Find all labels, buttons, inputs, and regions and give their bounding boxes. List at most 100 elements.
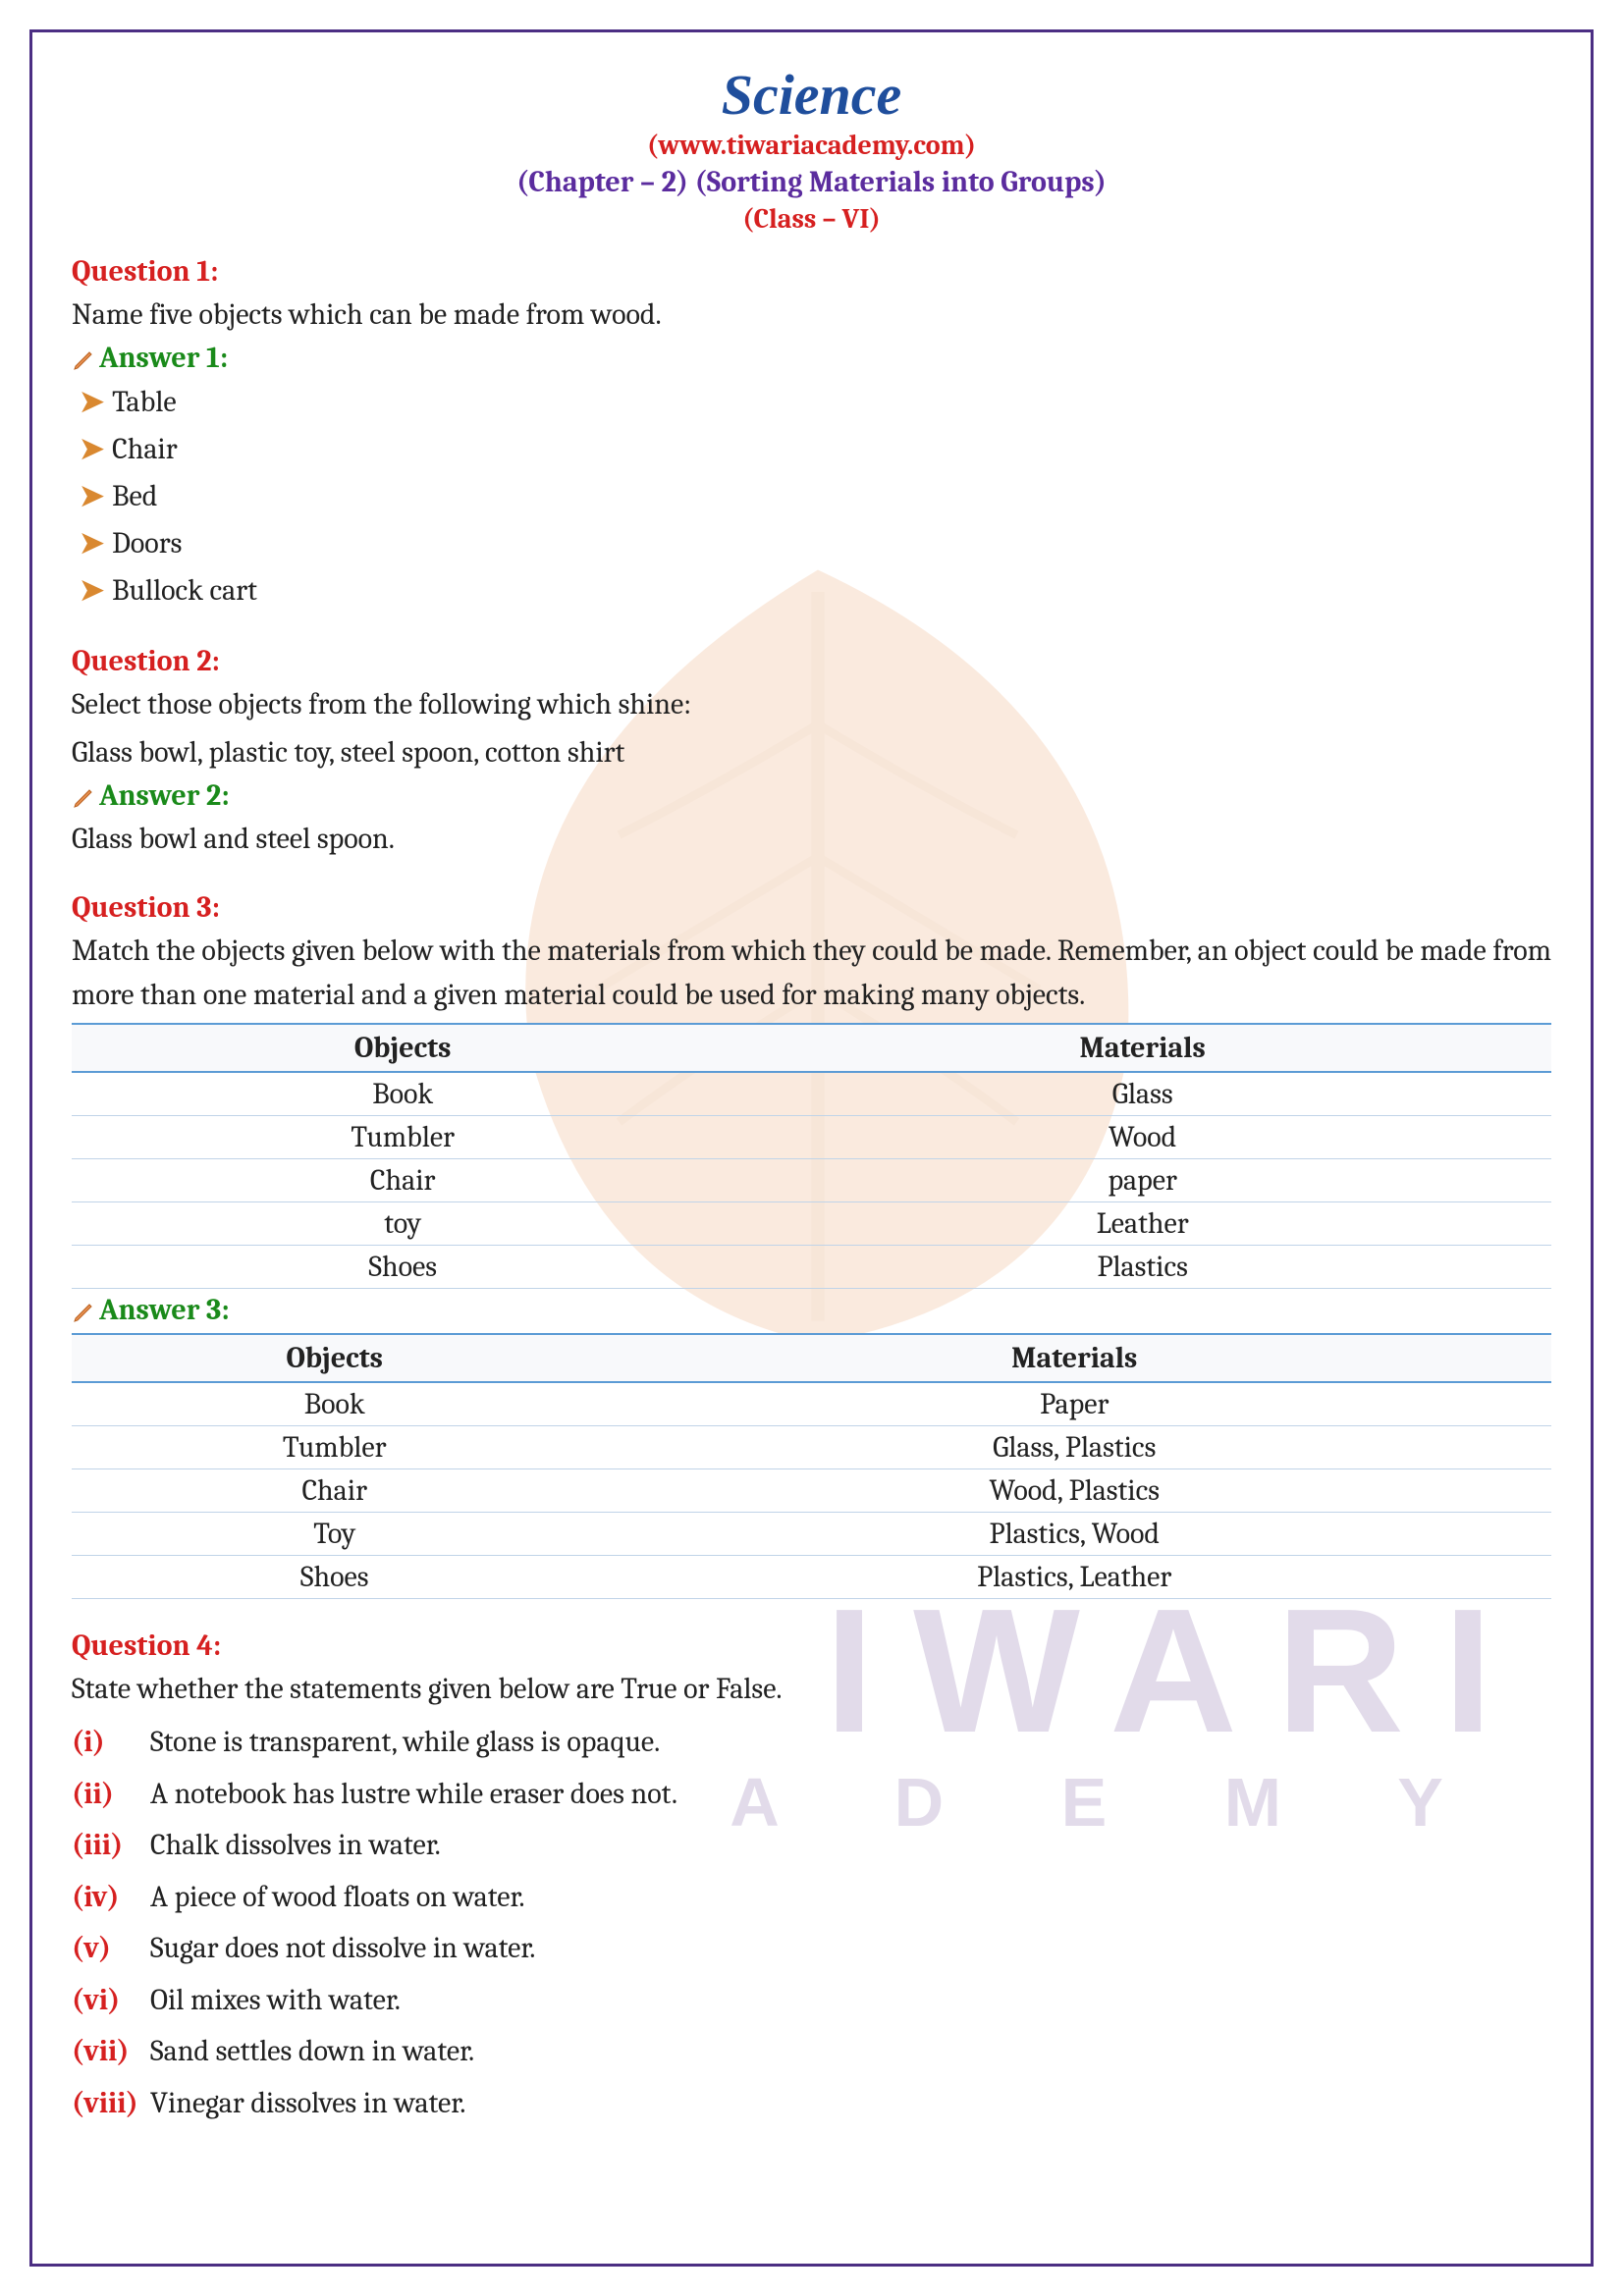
list-item: (vi)Oil mixes with water. (72, 1975, 1551, 2027)
statement-text: Sand settles down in water. (150, 2026, 474, 2078)
list-item-text: Doors (112, 526, 182, 561)
table-row: Chairpaper (72, 1159, 1551, 1202)
roman-numeral: (viii) (72, 2078, 150, 2130)
question-4-list: (i)Stone is transparent, while glass is … (72, 1717, 1551, 2129)
list-item: ➤Doors (72, 520, 1551, 567)
bullet-arrow-icon: ➤ (80, 385, 104, 419)
content-area: Science (www.tiwariacademy.com) (Chapter… (72, 62, 1551, 2129)
question-3-text: Match the objects given below with the m… (72, 929, 1551, 1017)
list-item: (iv)A piece of wood floats on water. (72, 1872, 1551, 1924)
question-4-label: Question 4: (72, 1629, 1551, 1663)
list-item: ➤Bullock cart (72, 567, 1551, 614)
list-item: ➤Table (72, 379, 1551, 426)
question-1-text: Name five objects which can be made from… (72, 293, 1551, 337)
roman-numeral: (ii) (72, 1769, 150, 1821)
list-item: (viii)Vinegar dissolves in water. (72, 2078, 1551, 2130)
table-cell: Book (72, 1072, 733, 1116)
page-title: Science (72, 62, 1551, 128)
table-cell: paper (733, 1159, 1551, 1202)
question-4-block: Question 4: State whether the statements… (72, 1629, 1551, 2129)
list-item: (vii)Sand settles down in water. (72, 2026, 1551, 2078)
list-item-text: Table (112, 385, 176, 419)
question-3-label: Question 3: (72, 890, 1551, 925)
question-2-label: Question 2: (72, 644, 1551, 678)
table-cell: Glass, Plastics (597, 1426, 1551, 1469)
table-cell: Paper (597, 1382, 1551, 1426)
statement-text: A notebook has lustre while eraser does … (150, 1769, 677, 1821)
statement-text: Vinegar dissolves in water. (150, 2078, 465, 2130)
answer-3-table: Objects Materials BookPaper TumblerGlass… (72, 1333, 1551, 1599)
list-item-text: Chair (112, 432, 177, 466)
question-3-block: Question 3: Match the objects given belo… (72, 890, 1551, 1599)
table-row: ChairWood, Plastics (72, 1469, 1551, 1513)
page-header: Science (www.tiwariacademy.com) (Chapter… (72, 62, 1551, 235)
table-cell: Shoes (72, 1246, 733, 1289)
table-cell: Chair (72, 1469, 597, 1513)
table-header: Objects (72, 1024, 733, 1072)
class-label: (Class – VI) (72, 203, 1551, 235)
question-1-label: Question 1: (72, 254, 1551, 289)
table-row: ShoesPlastics, Leather (72, 1556, 1551, 1599)
statement-text: Sugar does not dissolve in water. (150, 1923, 535, 1975)
table-row: toyLeather (72, 1202, 1551, 1246)
list-item-text: Bullock cart (112, 573, 257, 608)
table-cell: Chair (72, 1159, 733, 1202)
table-row: BookGlass (72, 1072, 1551, 1116)
list-item: (ii)A notebook has lustre while eraser d… (72, 1769, 1551, 1821)
list-item: ➤Chair (72, 426, 1551, 473)
list-item: (v)Sugar does not dissolve in water. (72, 1923, 1551, 1975)
pencil-icon (72, 786, 95, 810)
list-item: (i)Stone is transparent, while glass is … (72, 1717, 1551, 1769)
question-2-text-1: Select those objects from the following … (72, 682, 1551, 726)
bullet-arrow-icon: ➤ (80, 432, 104, 466)
chapter-title: (Chapter – 2) (Sorting Materials into Gr… (72, 165, 1551, 199)
table-row: TumblerGlass, Plastics (72, 1426, 1551, 1469)
bullet-arrow-icon: ➤ (80, 526, 104, 561)
table-cell: Book (72, 1382, 597, 1426)
answer-2-text: Glass bowl and steel spoon. (72, 817, 1551, 861)
pencil-icon (72, 1301, 95, 1324)
answer-3-label: Answer 3: (72, 1293, 1551, 1327)
roman-numeral: (i) (72, 1717, 150, 1769)
table-cell: Glass (733, 1072, 1551, 1116)
answer-2-label: Answer 2: (72, 778, 1551, 813)
question-1-block: Question 1: Name five objects which can … (72, 254, 1551, 614)
answer-1-list: ➤Table ➤Chair ➤Bed ➤Doors ➤Bullock cart (72, 379, 1551, 614)
question-2-text-2: Glass bowl, plastic toy, steel spoon, co… (72, 730, 1551, 774)
website-url: (www.tiwariacademy.com) (72, 130, 1551, 161)
roman-numeral: (v) (72, 1923, 150, 1975)
table-header: Objects (72, 1334, 597, 1382)
statement-text: A piece of wood floats on water. (150, 1872, 525, 1924)
table-row: TumblerWood (72, 1116, 1551, 1159)
list-item-text: Bed (112, 479, 157, 513)
table-cell: Tumbler (72, 1116, 733, 1159)
list-item: (iii)Chalk dissolves in water. (72, 1820, 1551, 1872)
question-3-table: Objects Materials BookGlass TumblerWood … (72, 1023, 1551, 1289)
table-cell: Plastics, Wood (597, 1513, 1551, 1556)
roman-numeral: (vii) (72, 2026, 150, 2078)
roman-numeral: (iv) (72, 1872, 150, 1924)
roman-numeral: (iii) (72, 1820, 150, 1872)
table-row: ToyPlastics, Wood (72, 1513, 1551, 1556)
list-item: ➤Bed (72, 473, 1551, 520)
table-cell: Plastics, Leather (597, 1556, 1551, 1599)
table-cell: Wood (733, 1116, 1551, 1159)
table-cell: toy (72, 1202, 733, 1246)
table-cell: Tumbler (72, 1426, 597, 1469)
statement-text: Chalk dissolves in water. (150, 1820, 441, 1872)
question-2-block: Question 2: Select those objects from th… (72, 644, 1551, 861)
statement-text: Oil mixes with water. (150, 1975, 401, 2027)
bullet-arrow-icon: ➤ (80, 573, 104, 608)
table-row: BookPaper (72, 1382, 1551, 1426)
answer-1-label: Answer 1: (72, 341, 1551, 375)
bullet-arrow-icon: ➤ (80, 479, 104, 513)
pencil-icon (72, 348, 95, 372)
roman-numeral: (vi) (72, 1975, 150, 2027)
answer-1-label-text: Answer 1: (99, 341, 228, 375)
answer-3-label-text: Answer 3: (99, 1293, 230, 1327)
table-cell: Leather (733, 1202, 1551, 1246)
question-4-text: State whether the statements given below… (72, 1667, 1551, 1711)
table-cell: Shoes (72, 1556, 597, 1599)
table-cell: Plastics (733, 1246, 1551, 1289)
table-row: ShoesPlastics (72, 1246, 1551, 1289)
